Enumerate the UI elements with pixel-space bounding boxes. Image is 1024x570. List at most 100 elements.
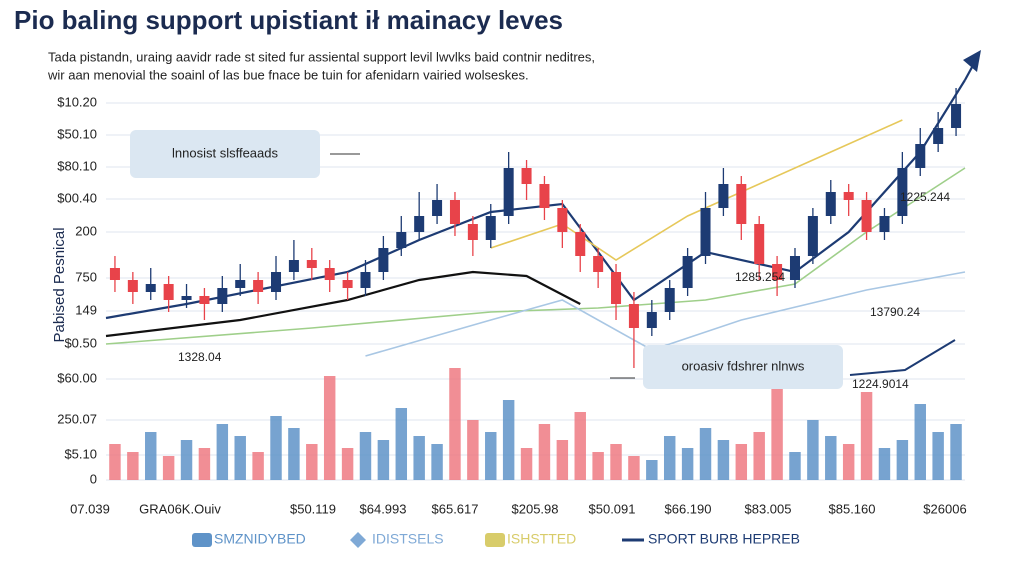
candle-body (843, 192, 854, 200)
volume-bar (234, 436, 246, 480)
annotation-box (643, 345, 843, 389)
annotation: 1285.254 (735, 270, 785, 284)
candle-body (378, 248, 389, 272)
volume-bar (252, 452, 264, 480)
volume-bar (663, 436, 676, 480)
arrow-shaft (964, 57, 978, 81)
volume-bar (520, 448, 533, 480)
legend-label: SPORT BURB HEPREB (648, 531, 800, 547)
volume-bar (556, 440, 569, 480)
y-tick-label: $00.40 (57, 190, 97, 205)
candle-body (700, 208, 711, 256)
candle-body (342, 280, 353, 288)
legend-swatch (350, 532, 366, 548)
volume-bar (502, 400, 515, 480)
candle-body (825, 192, 836, 216)
y-tick-label: 149 (75, 302, 97, 317)
volume-bar (842, 444, 855, 480)
volume-bar (341, 448, 354, 480)
candle-body (915, 144, 926, 168)
subtitle: Tada pistandn, uraing aavidr rade st sit… (48, 49, 595, 64)
y-axis-label: Pabised Pesnical (51, 227, 68, 342)
legend-swatch (485, 533, 505, 547)
trend-line (849, 339, 956, 376)
volume-bar (789, 452, 801, 480)
annotation: lnnosist slsffeaads (172, 145, 278, 160)
volume-bar (950, 424, 962, 480)
candle-body (217, 288, 228, 304)
volume-bar (145, 432, 157, 480)
candle-body (772, 264, 783, 280)
x-tick-label: 07.039 (70, 501, 110, 516)
candle-body (324, 268, 335, 280)
legend-label: SMZNIDYBED (214, 531, 306, 547)
candle-body (181, 296, 192, 300)
chart-title: Pio baling support upistiant ił mainacy … (14, 5, 563, 35)
candle-body (127, 280, 138, 292)
legend-label: ISHSTTED (507, 531, 576, 547)
annotation: 1224.9014 (852, 377, 909, 391)
x-tick-label: $50.119 (290, 501, 336, 516)
volume-bar (753, 432, 765, 480)
candle-body (575, 232, 586, 256)
volume-bar (932, 432, 944, 480)
candle-body (199, 296, 210, 304)
candle-body (521, 168, 532, 184)
candle-body (951, 104, 962, 128)
x-tick-label: $64.993 (360, 501, 407, 516)
x-tick-label: $50.091 (589, 501, 636, 516)
x-tick-label: $65.617 (432, 501, 479, 516)
x-tick-label: GRA06K.Ouiv (139, 501, 221, 516)
volume-bar (216, 424, 229, 480)
volume-bar (825, 436, 837, 480)
moving-average-line (105, 270, 581, 338)
annotation: 1225.244 (900, 190, 950, 204)
volume-bar (180, 440, 193, 480)
candle-body (807, 216, 818, 256)
arrow-head (963, 50, 981, 72)
candle-body (109, 268, 120, 280)
candle-body (718, 184, 729, 208)
volume-bar (449, 368, 461, 480)
y-tick-label: $60.00 (57, 370, 97, 385)
candle-body (503, 168, 514, 216)
y-tick-label: 750 (75, 269, 97, 284)
candle-body (449, 200, 460, 224)
annotation-box (130, 130, 320, 178)
volume-bar (771, 372, 783, 480)
volume-bar (807, 420, 819, 480)
volume-bar (681, 448, 694, 480)
candle-body (467, 224, 478, 240)
volume-bar (735, 444, 748, 480)
volume-bar (377, 440, 390, 480)
candle-body (396, 232, 407, 248)
volume-bar (359, 432, 372, 480)
x-tick-label: $83.005 (745, 501, 792, 516)
candle-body (306, 260, 317, 268)
volume-bar (485, 432, 497, 480)
volume-bar (860, 392, 873, 480)
x-tick-label: $205.98 (512, 501, 559, 516)
candle-body (682, 256, 693, 288)
y-tick-label: $10.20 (57, 94, 97, 109)
candle-body (897, 168, 908, 216)
candle-body (432, 200, 443, 216)
candle-body (879, 216, 890, 232)
candle-body (611, 272, 622, 304)
volume-bar (717, 440, 730, 480)
volume-bar (538, 424, 551, 480)
annotation: 1328.04 (178, 350, 222, 364)
y-tick-label: 250.07 (57, 411, 97, 426)
y-tick-label: $0.50 (64, 335, 97, 350)
candle-body (360, 272, 371, 288)
y-tick-label: $80.10 (57, 158, 97, 173)
y-tick-label: $50.10 (57, 126, 97, 141)
candle-body (933, 128, 944, 144)
volume-bar (610, 444, 622, 480)
x-tick-label: $66.190 (665, 501, 712, 516)
volume-bar (878, 448, 891, 480)
volume-bar (323, 376, 336, 480)
subtitle: wir aan menovial the soainl of las bue f… (47, 67, 529, 82)
candle-body (163, 284, 174, 300)
